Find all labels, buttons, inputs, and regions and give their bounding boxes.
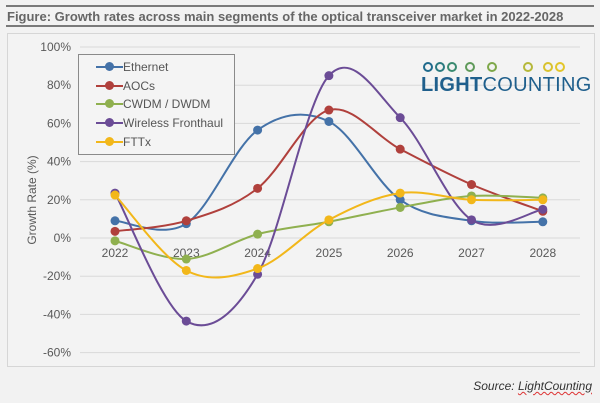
x-tick-labels: 2022 2023 2024 2025 2026 2027 2028 — [102, 246, 557, 260]
data-point — [467, 215, 476, 225]
legend-marker-icon — [96, 118, 123, 128]
legend: Ethernet AOCs CWDM / DWDM Wireless Fronthau… — [78, 54, 235, 155]
data-point — [395, 144, 405, 154]
logo-bold-text: LIGHT — [421, 74, 483, 96]
data-point — [395, 113, 405, 123]
data-point — [253, 229, 263, 239]
x-tick-label: 2026 — [387, 246, 414, 260]
data-point — [324, 215, 334, 225]
y-tick-label: -60% — [43, 346, 71, 360]
legend-label: Wireless Fronthaul — [123, 116, 224, 131]
logo-wordmark: LIGHTCOUNTING — [421, 74, 592, 97]
source-note: Source: LightCounting — [473, 379, 592, 393]
legend-marker-icon — [96, 62, 123, 71]
series-line-fttx — [114, 191, 543, 279]
legend-dot-icon — [105, 80, 114, 90]
legend-marker-icon — [96, 80, 123, 90]
series-lines — [110, 66, 548, 327]
source-name: LightCounting — [517, 379, 592, 393]
y-tick-labels: -60% -40% -20% 0% 20% 40% 60% 80% 100% — [40, 40, 71, 360]
y-tick-label: -40% — [43, 307, 71, 321]
data-point — [181, 316, 191, 326]
data-point — [253, 125, 263, 135]
y-tick-label: 20% — [47, 193, 71, 207]
data-point — [467, 195, 476, 205]
data-point — [538, 204, 548, 214]
data-point — [324, 105, 334, 115]
legend-label: CWDM / DWDM — [123, 97, 211, 112]
data-point — [395, 195, 405, 205]
data-point — [324, 116, 334, 126]
legend-label: AOCs — [123, 78, 156, 93]
legend-label: FTTx — [123, 134, 151, 149]
x-tick-label: 2022 — [102, 246, 129, 260]
legend-dot-icon — [105, 136, 114, 146]
y-tick-label: 80% — [47, 78, 71, 92]
y-tick-label: 60% — [47, 116, 71, 130]
data-point — [395, 188, 405, 198]
data-point — [110, 226, 120, 236]
series-fttx — [110, 188, 548, 279]
data-point — [181, 216, 191, 226]
legend-item-wireless-fronthaul: Wireless Fronthaul — [79, 114, 223, 132]
data-point — [253, 264, 263, 274]
data-point — [395, 202, 405, 212]
legend-item-aocs: AOCs — [79, 77, 155, 95]
x-tick-label: 2027 — [458, 246, 485, 260]
data-point — [253, 183, 263, 193]
legend-marker-icon — [96, 136, 123, 146]
x-tick-label: 2023 — [173, 246, 200, 260]
data-point — [181, 265, 191, 275]
data-point — [324, 71, 334, 81]
logo-regular-text: COUNTING — [482, 74, 592, 96]
data-point — [110, 190, 120, 200]
legend-item-ethernet: Ethernet — [79, 58, 168, 76]
y-tick-label: 0% — [54, 231, 72, 245]
data-point — [110, 236, 120, 246]
lightcounting-logo-icon — [420, 62, 566, 72]
legend-marker-icon — [96, 99, 123, 109]
data-point — [181, 254, 191, 264]
legend-label: Ethernet — [123, 60, 169, 74]
figure-title: Figure: Growth rates across main segment… — [7, 9, 564, 24]
x-tick-label: 2024 — [244, 246, 271, 260]
y-tick-label: -20% — [43, 269, 71, 283]
legend-dot-icon — [105, 99, 114, 109]
data-point — [538, 195, 548, 205]
legend-item-fttx: FTTx — [79, 133, 151, 151]
data-point — [467, 180, 476, 190]
title-bottom-rule — [6, 25, 594, 27]
legend-dot-icon — [105, 62, 114, 71]
data-point — [110, 216, 120, 226]
title-top-rule — [6, 5, 594, 7]
y-tick-label: 100% — [40, 40, 71, 54]
data-point — [538, 217, 548, 227]
y-tick-label: 40% — [47, 155, 71, 169]
x-tick-label: 2025 — [316, 246, 343, 260]
y-axis-label: Growth Rate (%) — [25, 155, 39, 244]
legend-dot-icon — [105, 118, 114, 128]
source-prefix: Source: — [473, 379, 518, 393]
x-tick-label: 2028 — [529, 246, 556, 260]
legend-item-cwdm-dwdm: CWDM / DWDM — [79, 95, 210, 113]
